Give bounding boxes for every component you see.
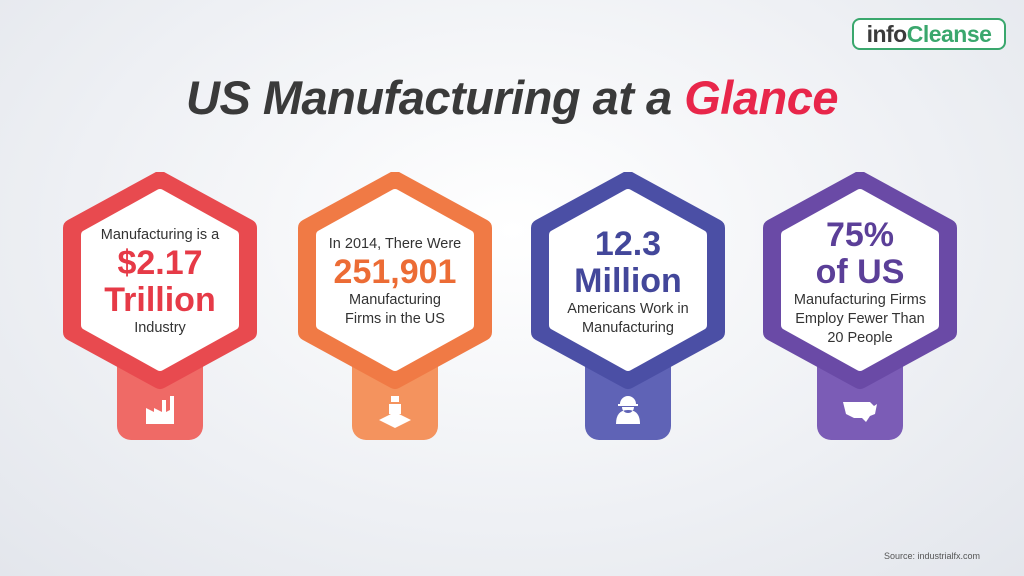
card-figure: $2.17 [117, 244, 203, 282]
hexagon-inner [316, 189, 474, 371]
card-caption: Manufacturing [349, 292, 441, 308]
card-caption: Americans Work in [567, 301, 689, 317]
card-shape [63, 172, 257, 440]
title-highlight: Glance [684, 71, 838, 124]
icon-shape [843, 402, 877, 422]
card-figure: 251,901 [333, 253, 457, 291]
card-icon [843, 402, 877, 422]
card-figure: Million [574, 262, 682, 300]
title-main: US Manufacturing at a [186, 71, 672, 124]
logo-cleanse: Cleanse [906, 21, 992, 47]
card-caption: Industry [134, 320, 186, 336]
stat-card: Manufacturing is a $2.17 Trillion Industry [60, 172, 260, 447]
card-icon [379, 396, 411, 428]
hexagon-inner [549, 189, 707, 371]
stat-card: 75% of US Manufacturing Firms Employ Fewer … [760, 172, 960, 447]
hexagon-inner [781, 189, 939, 371]
card-caption: Employ Fewer Than [795, 310, 925, 327]
card-text: 12.3 Million Americans Work in Manufacturin… [550, 207, 706, 357]
card-caption: Manufacturing Firms [793, 291, 927, 308]
card-figure: Trillion [104, 281, 216, 319]
card-caption: Manufacturing [582, 320, 674, 336]
card-icon [616, 396, 640, 424]
card-caption: Firms in the US [345, 311, 445, 327]
stat-card: In 2014, There Were 251,901 Manufacturing F… [295, 172, 495, 447]
card-shape [531, 172, 725, 440]
logo-info: info [866, 21, 908, 47]
card-caption: 20 People [827, 329, 893, 346]
card-caption: Manufacturing is a [100, 227, 220, 243]
card-figure: 12.3 [594, 225, 662, 263]
card-caption: In 2014, There Were [328, 236, 462, 252]
card-figure: of US [815, 252, 905, 291]
card-shape [763, 172, 957, 440]
source: Source: industrialfx.com [884, 551, 981, 561]
card-text: In 2014, There Were 251,901 Manufacturing F… [317, 207, 473, 357]
title: US Manufacturing at a Glance [0, 70, 1024, 125]
hexagon-inner [81, 189, 239, 371]
logo: infoCleanse [852, 18, 1006, 50]
card-icon [146, 396, 174, 424]
icon-shape [616, 396, 640, 424]
card-text: 75% of US Manufacturing Firms Employ Fewer … [782, 207, 938, 357]
card-shape [298, 172, 492, 440]
card-figure: 75% [825, 215, 895, 254]
card-text: Manufacturing is a $2.17 Trillion Industry [82, 207, 238, 357]
stat-card: 12.3 Million Americans Work in Manufacturin… [528, 172, 728, 447]
icon-shape [379, 396, 411, 428]
icon-shape [146, 396, 174, 424]
